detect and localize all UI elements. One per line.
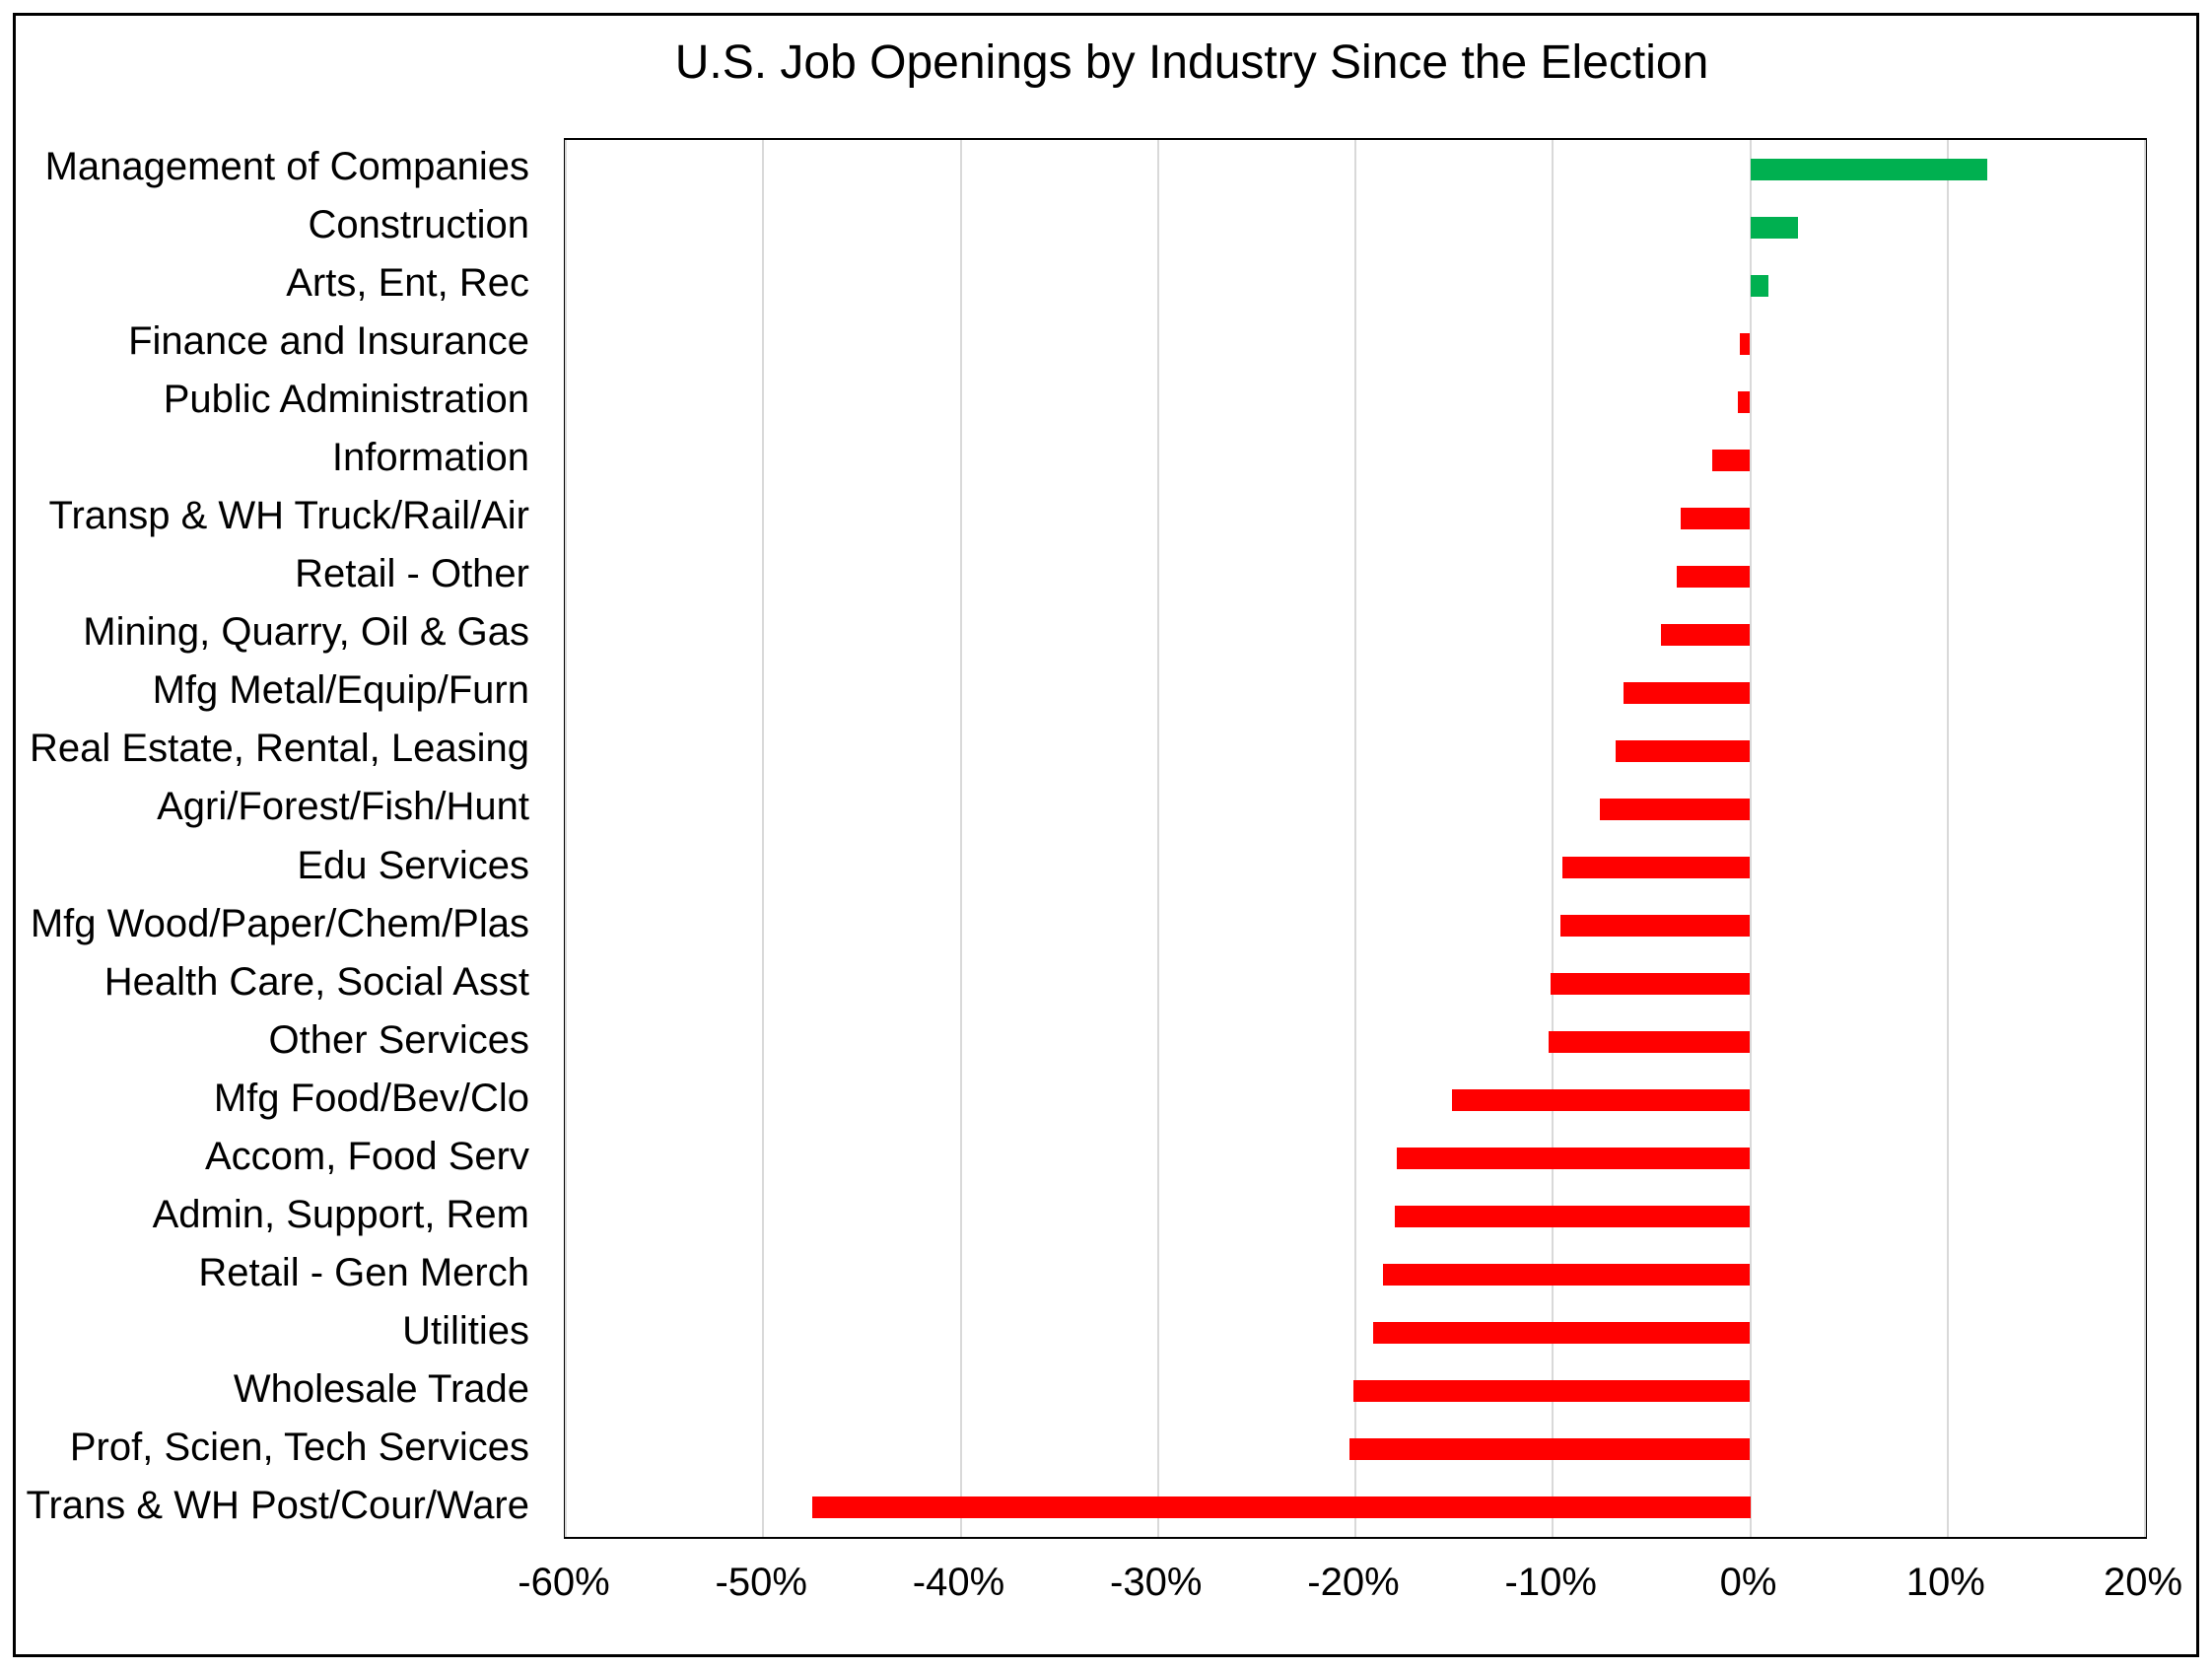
bar-Construction: [1750, 216, 1798, 239]
gridline-0%: [1749, 140, 1752, 1537]
bar-Retail - Other: [1677, 565, 1751, 588]
gridline--40%: [959, 140, 962, 1537]
category-label-Accom, Food Serv: Accom, Food Serv: [204, 1134, 529, 1178]
category-label-Wholesale Trade: Wholesale Trade: [233, 1366, 529, 1411]
category-label-Transp & WH Truck/Rail/Air: Transp & WH Truck/Rail/Air: [48, 494, 529, 538]
gridline--20%: [1354, 140, 1356, 1537]
bar-Edu Services: [1562, 857, 1751, 879]
category-label-Arts, Ent, Rec: Arts, Ent, Rec: [286, 261, 529, 306]
x-tick-label--40%: -40%: [912, 1561, 1005, 1604]
bar-Mining, Quarry, Oil & Gas: [1661, 623, 1751, 646]
bar-Mfg Food/Bev/Clo: [1452, 1089, 1751, 1112]
category-label-Finance and Insurance: Finance and Insurance: [128, 319, 529, 364]
bar-Information: [1712, 449, 1751, 471]
category-label-Trans & WH Post/Cour/Ware: Trans & WH Post/Cour/Ware: [26, 1483, 529, 1527]
category-label-Utilities: Utilities: [402, 1308, 529, 1353]
bar-Health Care, Social Asst: [1551, 973, 1751, 996]
bar-Prof, Scien, Tech Services: [1348, 1438, 1751, 1461]
gridline--10%: [1552, 140, 1555, 1537]
category-label-Management of Companies: Management of Companies: [44, 145, 529, 188]
category-label-Construction: Construction: [308, 203, 529, 247]
bar-Agri/Forest/Fish/Hunt: [1600, 798, 1751, 820]
x-tick-label-10%: 10%: [1905, 1561, 1985, 1604]
bar-Retail - Gen Merch: [1383, 1264, 1751, 1287]
bar-Mfg Wood/Paper/Chem/Plas: [1560, 915, 1751, 938]
bar-Real Estate, Rental, Leasing: [1616, 739, 1751, 762]
bar-Admin, Support, Rem: [1395, 1206, 1751, 1228]
category-axis-labels: Management of Companies Construction Arts,…: [0, 138, 529, 1535]
x-tick-label--20%: -20%: [1307, 1561, 1400, 1604]
x-tick-label--30%: -30%: [1110, 1561, 1203, 1604]
bar-Accom, Food Serv: [1397, 1148, 1751, 1170]
category-label-Health Care, Social Asst: Health Care, Social Asst: [104, 959, 529, 1004]
bar-Management of Companies: [1750, 158, 1987, 180]
x-tick-label--60%: -60%: [518, 1561, 610, 1604]
bar-Utilities: [1373, 1322, 1751, 1345]
bar-Wholesale Trade: [1352, 1380, 1751, 1403]
bar-Mfg Metal/Equip/Furn: [1624, 681, 1751, 704]
bar-Public Administration: [1738, 390, 1751, 413]
category-label-Public Administration: Public Administration: [163, 378, 529, 422]
x-tick-label--50%: -50%: [715, 1561, 807, 1604]
category-label-Information: Information: [331, 436, 529, 480]
gridline-10%: [1946, 140, 1949, 1537]
category-label-Retail - Other: Retail - Other: [295, 552, 529, 596]
category-label-Retail - Gen Merch: Retail - Gen Merch: [198, 1250, 529, 1294]
bar-Other Services: [1549, 1031, 1751, 1054]
category-label-Agri/Forest/Fish/Hunt: Agri/Forest/Fish/Hunt: [157, 785, 529, 829]
gridline-20%: [2144, 140, 2146, 1537]
chart-title: U.S. Job Openings by Industry Since the …: [674, 36, 1709, 89]
category-label-Mfg Wood/Paper/Chem/Plas: Mfg Wood/Paper/Chem/Plas: [30, 901, 529, 945]
bar-Finance and Insurance: [1740, 332, 1751, 355]
bar-Arts, Ent, Rec: [1750, 274, 1768, 297]
category-label-Other Services: Other Services: [268, 1017, 529, 1062]
x-tick-label-20%: 20%: [2103, 1561, 2183, 1604]
x-tick-label--10%: -10%: [1504, 1561, 1597, 1604]
bar-Transp & WH Truck/Rail/Air: [1681, 507, 1751, 529]
category-label-Mfg Food/Bev/Clo: Mfg Food/Bev/Clo: [213, 1076, 529, 1120]
category-label-Real Estate, Rental, Leasing: Real Estate, Rental, Leasing: [30, 727, 529, 771]
category-label-Edu Services: Edu Services: [297, 843, 529, 887]
bar-Trans & WH Post/Cour/Ware: [812, 1496, 1751, 1519]
plot-area: [564, 138, 2147, 1539]
category-label-Admin, Support, Rem: Admin, Support, Rem: [152, 1192, 529, 1236]
gridline--50%: [762, 140, 765, 1537]
x-tick-label-0%: 0%: [1719, 1561, 1777, 1604]
category-label-Mfg Metal/Equip/Furn: Mfg Metal/Equip/Furn: [152, 668, 529, 713]
gridline--30%: [1156, 140, 1159, 1537]
category-label-Mining, Quarry, Oil & Gas: Mining, Quarry, Oil & Gas: [83, 610, 529, 655]
gridline--60%: [565, 140, 567, 1537]
category-label-Prof, Scien, Tech Services: Prof, Scien, Tech Services: [69, 1425, 529, 1469]
